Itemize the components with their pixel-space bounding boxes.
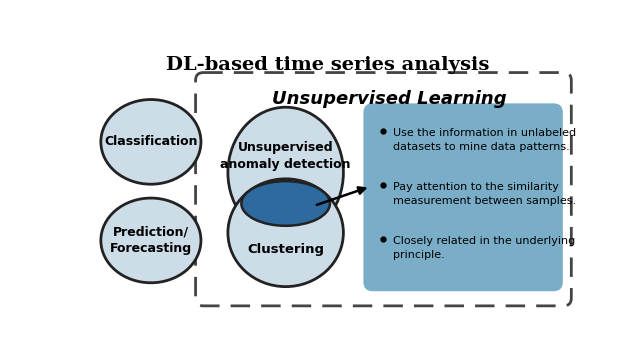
Ellipse shape	[228, 107, 344, 238]
Text: DL-based time series analysis: DL-based time series analysis	[166, 56, 490, 74]
FancyBboxPatch shape	[364, 103, 563, 291]
Ellipse shape	[101, 100, 201, 184]
Ellipse shape	[241, 181, 330, 226]
Text: Clustering: Clustering	[247, 243, 324, 256]
Text: Unsupervised Learning: Unsupervised Learning	[272, 89, 507, 108]
Text: Closely related in the underlying
principle.: Closely related in the underlying princi…	[393, 236, 575, 260]
Text: Prediction/
Forecasting: Prediction/ Forecasting	[110, 226, 192, 255]
Text: Classification: Classification	[104, 135, 198, 148]
Text: Use the information in unlabeled
datasets to mine data patterns.: Use the information in unlabeled dataset…	[393, 128, 576, 152]
Text: Pay attention to the similarity
measurement between samples.: Pay attention to the similarity measurem…	[393, 182, 576, 206]
Ellipse shape	[228, 179, 344, 287]
Ellipse shape	[101, 198, 201, 283]
Text: Unsupervised
anomalу detection: Unsupervised anomalу detection	[220, 141, 351, 171]
